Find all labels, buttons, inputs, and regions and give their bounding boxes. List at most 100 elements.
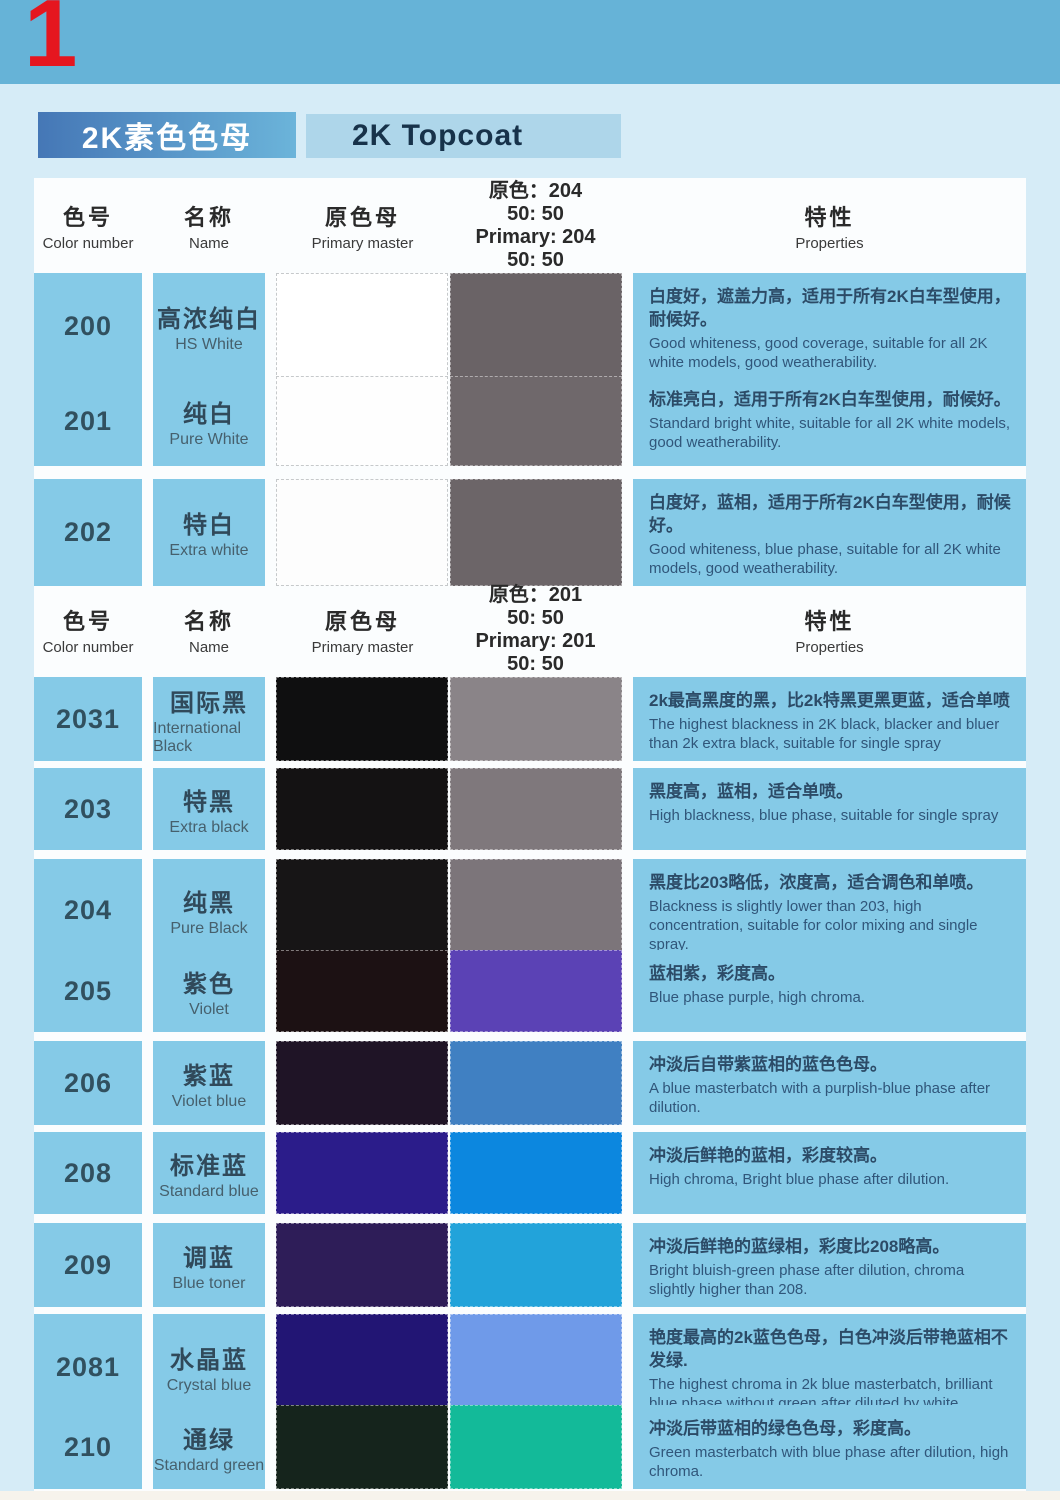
color-name-cell: 紫色 Violet <box>153 950 265 1032</box>
properties-en: High blackness, blue phase, suitable for… <box>649 806 999 824</box>
primary-master-swatch <box>276 1223 448 1308</box>
color-name-cn: 紫蓝 <box>183 1062 235 1090</box>
color-number-cell: 2081 <box>34 1314 142 1422</box>
color-number-cell: 202 <box>34 479 142 587</box>
properties-en: Blackness is slightly lower than 203, hi… <box>649 897 978 954</box>
header-properties-en: Properties <box>795 234 864 252</box>
diluted-swatch <box>450 677 622 762</box>
header-primary-master-en: Primary master <box>311 638 414 656</box>
color-number-cell: 201 <box>34 376 142 466</box>
header-mix-ratio: 原色：204 50: 50 Primary: 204 50: 50 <box>449 178 622 273</box>
mix-ratio-line: Primary: 204 <box>475 225 596 248</box>
color-name-en: Violet <box>189 1000 229 1018</box>
color-name-cell: 标准蓝 Standard blue <box>153 1132 265 1214</box>
swatch-pair <box>276 950 622 1032</box>
primary-master-swatch <box>276 950 448 1032</box>
mix-ratio-line: 50: 50 <box>507 202 564 225</box>
header-name-cn: 名称 <box>183 204 234 230</box>
diluted-swatch <box>450 1041 622 1126</box>
page-bottom-edge <box>0 1491 1060 1500</box>
diluted-swatch <box>450 479 622 587</box>
header-properties: 特性 Properties <box>633 200 1026 252</box>
properties-en: Standard bright white, suitable for all … <box>649 414 1011 452</box>
properties-cn: 白度好，遮盖力高，适用于所有2K白车型使用，耐候好。 <box>649 287 1011 329</box>
primary-master-swatch <box>276 1405 448 1490</box>
properties-cell: 标准亮白，适用于所有2K白车型使用，耐候好。 Standard bright wh… <box>633 376 1026 466</box>
color-name-cell: 纯白 Pure White <box>153 376 265 466</box>
primary-master-swatch <box>276 1132 448 1214</box>
properties-cell: 黑度高，蓝相，适合单喷。 High blackness, blue phase, … <box>633 768 1026 850</box>
color-name-cell: 纯黑 Pure Black <box>153 859 265 963</box>
mix-ratio-line: 原色：201 <box>488 583 583 606</box>
color-number-cell: 209 <box>34 1223 142 1308</box>
swatch-pair <box>276 677 622 762</box>
properties-en: High chroma, Bright blue phase after dil… <box>649 1170 950 1188</box>
color-name-en: Crystal blue <box>166 1377 252 1395</box>
properties-cn: 艳度最高的2k蓝色色母，白色冲淡后带艳蓝相不发绿. <box>649 1328 1008 1370</box>
header-color-number: 色号 Color number <box>34 604 142 656</box>
properties-en: Good whiteness, blue phase, suitable for… <box>649 540 1001 578</box>
color-name-cell: 通绿 Standard green <box>153 1405 265 1490</box>
swatch-pair <box>276 376 622 466</box>
color-name-cell: 高浓纯白 HS White <box>153 273 265 381</box>
primary-master-swatch <box>276 376 448 466</box>
header-properties-cn: 特性 <box>804 608 855 634</box>
diluted-swatch <box>450 768 622 850</box>
color-number-cell: 203 <box>34 768 142 850</box>
header-color-number: 色号 Color number <box>34 200 142 252</box>
color-name-cell: 国际黑 International Black <box>153 677 265 762</box>
diluted-swatch <box>450 273 622 381</box>
properties-en: A blue masterbatch with a purplish-blue … <box>649 1079 991 1117</box>
color-name-en: Extra black <box>169 818 249 836</box>
mix-ratio-line: 50: 50 <box>507 606 564 629</box>
color-row: 209 调蓝 Blue toner 冲淡后鲜艳的蓝绿相，彩度比208略高。 Bright… <box>34 1223 1026 1308</box>
properties-cn: 黑度比203略低，浓度高，适合调色和单喷。 <box>649 873 984 892</box>
properties-en: Green masterbatch with blue phase after … <box>649 1443 1009 1481</box>
color-name-cn: 水晶蓝 <box>170 1347 248 1375</box>
header-primary-master: 原色母 Primary master <box>276 178 449 273</box>
properties-cell: 白度好，遮盖力高，适用于所有2K白车型使用，耐候好。 Good whiteness… <box>633 273 1026 381</box>
color-number-cell: 204 <box>34 859 142 963</box>
diluted-swatch <box>450 859 622 963</box>
color-name-cn: 国际黑 <box>170 689 248 717</box>
series-badge-cn: 2K素色色母 <box>38 112 296 158</box>
header-name-en: Name <box>188 234 229 252</box>
header-primary-master-cn: 原色母 <box>324 608 400 634</box>
color-number-cell: 210 <box>34 1405 142 1490</box>
top-blue-band <box>0 0 1060 84</box>
properties-cn: 冲淡后自带紫蓝相的蓝色色母。 <box>649 1055 887 1074</box>
color-name-cn: 特白 <box>183 512 235 540</box>
table-header: 色号 Color number 名称 Name 原色母 Primary master 原色：… <box>34 582 1026 677</box>
color-row: 2031 国际黑 International Black 2k最高黑度的黑，比2k特黑… <box>34 677 1026 762</box>
header-name-cn: 名称 <box>183 608 234 634</box>
swatch-pair <box>276 1041 622 1126</box>
properties-cell: 冲淡后带蓝相的绿色色母，彩度高。 Green masterbatch with b… <box>633 1405 1026 1490</box>
color-name-cell: 水晶蓝 Crystal blue <box>153 1314 265 1422</box>
color-name-en: Standard blue <box>159 1182 259 1200</box>
properties-cn: 标准亮白，适用于所有2K白车型使用，耐候好。 <box>649 390 1011 409</box>
color-table-sheet: 色号 Color number 名称 Name 原色母 Primary master 原色：… <box>34 178 1026 1492</box>
header-name: 名称 Name <box>153 200 265 252</box>
primary-master-swatch <box>276 677 448 762</box>
swatch-pair <box>276 479 622 587</box>
header-properties: 特性 Properties <box>633 604 1026 656</box>
properties-cell: 蓝相紫，彩度高。 Blue phase purple, high chroma. <box>633 950 1026 1032</box>
header-primary-master: 原色母 Primary master <box>276 582 449 677</box>
color-name-cell: 紫蓝 Violet blue <box>153 1041 265 1126</box>
properties-en: Blue phase purple, high chroma. <box>649 988 865 1006</box>
swatch-pair <box>276 859 622 963</box>
color-row: 210 通绿 Standard green 冲淡后带蓝相的绿色色母，彩度高。 Green… <box>34 1405 1026 1490</box>
color-name-cell: 特黑 Extra black <box>153 768 265 850</box>
mix-ratio-line: 50: 50 <box>507 248 564 271</box>
header-color-number-cn: 色号 <box>62 608 113 634</box>
primary-master-swatch <box>276 859 448 963</box>
color-number-cell: 2031 <box>34 677 142 762</box>
color-name-cn: 通绿 <box>183 1426 235 1454</box>
color-row: 201 纯白 Pure White 标准亮白，适用于所有2K白车型使用，耐候好。 Sta… <box>34 376 1026 466</box>
header-swatch-columns: 原色母 Primary master 原色：204 50: 50 Primary: 20… <box>276 178 622 273</box>
mix-ratio-line: Primary: 201 <box>475 629 596 652</box>
diluted-swatch <box>450 950 622 1032</box>
diluted-swatch <box>450 1132 622 1214</box>
header-badges: 2K素色色母 2K Topcoat <box>38 112 621 158</box>
primary-master-swatch <box>276 479 448 587</box>
